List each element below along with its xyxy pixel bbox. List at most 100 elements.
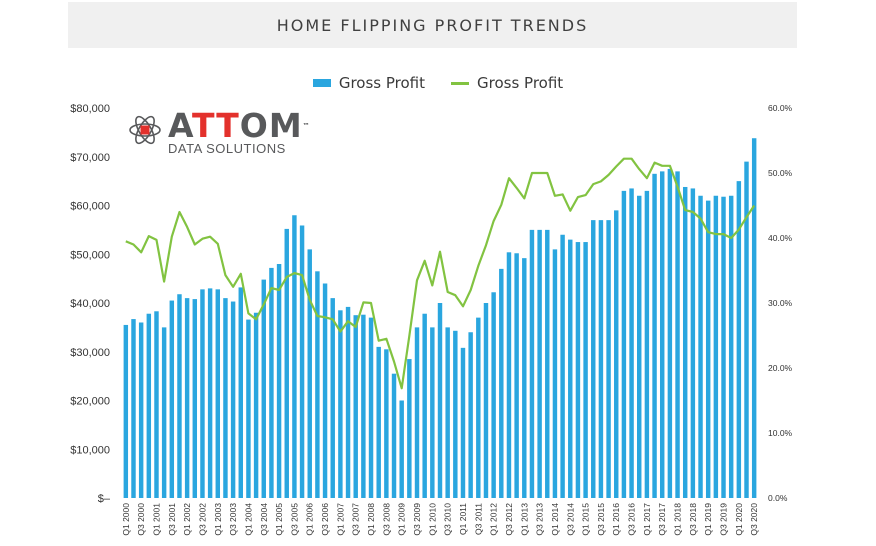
bar-q4-2005 xyxy=(299,225,305,499)
right-axis-tick-label: 20.0% xyxy=(768,363,793,373)
bar-q3-2012 xyxy=(506,252,512,498)
x-axis-tick-label: Q3 2008 xyxy=(381,503,391,536)
bar-q1-2003 xyxy=(215,289,221,498)
bar-q3-2004 xyxy=(261,279,266,498)
x-axis-tick-label: Q1 2018 xyxy=(673,503,683,536)
attom-logo: ATTOM™ DATA SOLUTIONS xyxy=(128,106,311,156)
bar-q2-2016 xyxy=(621,190,627,498)
bar-q2-2007 xyxy=(345,306,351,498)
x-axis-tick-label: Q3 2001 xyxy=(167,503,177,536)
bar-q3-2016 xyxy=(629,188,634,498)
bar-q2-2008 xyxy=(376,346,381,498)
x-axis-tick-label: Q1 2014 xyxy=(550,503,560,536)
bar-q4-2009 xyxy=(422,313,427,498)
bar-q3-2018 xyxy=(690,188,696,498)
left-axis-tick-label: $40,000 xyxy=(70,298,110,310)
bar-q4-2012 xyxy=(514,253,519,498)
x-axis-tick-label: Q1 2002 xyxy=(182,503,192,536)
right-axis-tick-label: 40.0% xyxy=(768,233,793,243)
bar-q1-2002 xyxy=(184,298,190,498)
bar-q4-2006 xyxy=(330,298,335,498)
x-axis-tick-label: Q1 2003 xyxy=(213,503,223,536)
bar-q4-2002 xyxy=(207,288,213,498)
bar-q1-2011 xyxy=(460,347,466,498)
x-axis-tick-label: Q3 2004 xyxy=(259,503,269,536)
bar-q4-2008 xyxy=(391,373,397,498)
x-axis-tick-label: Q3 2011 xyxy=(473,503,483,535)
bar-q2-2014 xyxy=(560,234,565,498)
bar-q4-2019 xyxy=(728,195,734,498)
bar-q3-2009 xyxy=(414,327,420,498)
legend-line-label: Gross Profit xyxy=(477,74,564,92)
bar-q3-2006 xyxy=(322,283,328,498)
bar-q3-2000 xyxy=(138,322,144,498)
bar-q4-2015 xyxy=(606,220,611,498)
x-axis-tick-label: Q3 2020 xyxy=(749,503,759,536)
bar-q3-2019 xyxy=(721,196,726,498)
bar-q1-2005 xyxy=(276,264,282,498)
bar-q1-2013 xyxy=(522,258,527,498)
bar-q2-2013 xyxy=(529,229,535,498)
bar-q4-2018 xyxy=(698,195,703,498)
bar-q1-2012 xyxy=(491,292,496,498)
x-axis-tick-label: Q3 2014 xyxy=(565,503,575,536)
bar-q3-2003 xyxy=(230,301,236,498)
bar-q1-2007 xyxy=(338,310,343,498)
x-axis-tick-label: Q1 2004 xyxy=(243,503,253,536)
bar-q2-2015 xyxy=(591,220,596,498)
bar-q2-2002 xyxy=(192,299,198,498)
bar-q1-2000 xyxy=(123,324,129,498)
x-axis-tick-label: Q3 2002 xyxy=(197,503,207,536)
bar-q2-2018 xyxy=(682,186,688,498)
x-axis-tick-label: Q3 2010 xyxy=(443,503,453,536)
logo-wordmark: ATTOM™ xyxy=(168,106,311,145)
right-axis-tick-label: 10.0% xyxy=(768,428,793,438)
x-axis-tick-label: Q3 2000 xyxy=(136,503,146,536)
bar-q1-2020 xyxy=(736,181,742,498)
bar-q3-2008 xyxy=(384,349,389,498)
x-axis-tick-label: Q3 2007 xyxy=(351,503,361,536)
bar-q1-2017 xyxy=(644,190,650,498)
line-series-gross-profit-pct xyxy=(125,157,756,390)
legend-line-swatch xyxy=(451,81,469,85)
bar-q2-2004 xyxy=(253,312,259,498)
bar-q3-2007 xyxy=(353,315,358,498)
x-axis-tick-label: Q1 2001 xyxy=(151,503,161,536)
bar-q3-2010 xyxy=(445,327,450,498)
bar-q3-2013 xyxy=(537,229,542,498)
left-axis-tick-label: $10,000 xyxy=(70,444,110,456)
legend-item-bar: Gross Profit xyxy=(312,74,425,92)
chart-title: HOME FLIPPING PROFIT TRENDS xyxy=(276,15,589,35)
logo-tagline: DATA SOLUTIONS xyxy=(168,141,286,156)
x-axis-tick-label: Q3 2018 xyxy=(688,503,698,536)
bar-q1-2018 xyxy=(675,171,680,498)
x-axis-tick-label: Q1 2016 xyxy=(611,503,621,536)
bar-q2-2001 xyxy=(161,327,167,498)
x-axis-tick-label: Q3 2012 xyxy=(504,503,514,536)
bar-q1-2010 xyxy=(430,327,435,498)
bar-q4-2017 xyxy=(667,168,673,498)
bar-q4-2007 xyxy=(361,314,366,498)
bar-q2-2017 xyxy=(652,173,657,498)
bar-q2-2006 xyxy=(315,271,320,498)
bar-q3-2001 xyxy=(169,300,175,498)
bar-q3-2020 xyxy=(751,138,757,498)
bar-q2-2019 xyxy=(713,195,719,498)
x-axis-tick-label: Q1 2017 xyxy=(642,503,652,536)
bar-q2-2012 xyxy=(499,268,504,498)
legend-bar-label: Gross Profit xyxy=(338,74,425,92)
x-axis-tick-label: Q1 2007 xyxy=(335,503,345,536)
right-axis-tick-label: 30.0% xyxy=(768,298,793,308)
x-axis-tick-label: Q1 2010 xyxy=(427,503,437,536)
bar-q3-2002 xyxy=(200,289,205,498)
chart-legend: Gross Profit Gross Profit xyxy=(0,74,876,92)
bar-q3-2011 xyxy=(476,317,481,498)
bar-q3-2005 xyxy=(292,215,297,498)
x-axis-tick-label: Q3 2005 xyxy=(289,503,299,536)
bar-series xyxy=(123,138,757,499)
right-axis-tick-label: 50.0% xyxy=(768,168,793,178)
bar-q1-2001 xyxy=(154,311,159,498)
x-axis-tick-label: Q3 2015 xyxy=(596,503,606,536)
left-axis-tick-label: $70,000 xyxy=(70,152,110,164)
